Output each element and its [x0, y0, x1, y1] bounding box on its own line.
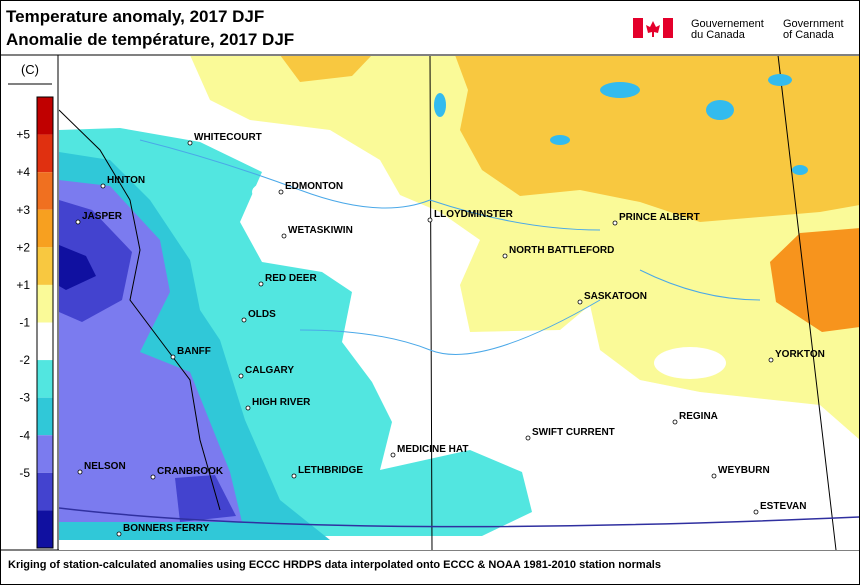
- city-label: WHITECOURT: [194, 132, 262, 143]
- city-dot: [187, 140, 193, 146]
- legend-label: +5: [16, 128, 30, 142]
- city-dot: [150, 474, 156, 480]
- legend-label: +1: [16, 278, 30, 292]
- legend-swatch: [37, 397, 53, 436]
- city-dot: [75, 219, 81, 225]
- gov-fr: Gouvernement: [691, 18, 764, 30]
- province-border: [429, 56, 837, 550]
- legend-swatch: [37, 247, 53, 285]
- city-label: LLOYDMINSTER: [434, 209, 514, 220]
- city-dot: [753, 509, 759, 515]
- city-dot: [612, 220, 618, 226]
- city-dot: [238, 373, 244, 379]
- city-label: PRINCE ALBERT: [619, 212, 700, 223]
- lakes: [434, 74, 808, 175]
- province-border: [59, 109, 221, 511]
- city-label: LETHBRIDGE: [298, 465, 363, 476]
- legend-swatch: [37, 284, 53, 323]
- legend-swatch: [37, 322, 53, 361]
- footer: Kriging of station-calculated anomalies …: [8, 559, 661, 571]
- city-dot: [427, 217, 433, 223]
- city-dot: [116, 531, 122, 537]
- zone-minus5: [59, 245, 96, 290]
- legend: +5 +4 +3 +2 +1 -1 -2 -3 -4 -5: [16, 96, 54, 549]
- legend-swatch: [37, 472, 53, 511]
- legend-swatch: [37, 209, 53, 248]
- city-label: BONNERS FERRY: [123, 523, 210, 534]
- zone-plus3: [770, 228, 859, 332]
- legend-label: +4: [16, 165, 30, 179]
- city-dot: [77, 469, 83, 475]
- city-label: MEDICINE HAT: [397, 444, 468, 455]
- legend-swatch: [37, 97, 53, 135]
- city-label: WEYBURN: [718, 465, 770, 476]
- city-label: HIGH RIVER: [252, 397, 311, 408]
- city-dot: [258, 281, 264, 287]
- gov-en: of Canada: [783, 29, 835, 41]
- city-label: CALGARY: [245, 365, 294, 376]
- legend-label: -4: [19, 428, 30, 442]
- legend-outline: [36, 96, 54, 549]
- city-label: HINTON: [107, 175, 145, 186]
- zone: [654, 347, 726, 379]
- city-label: SWIFT CURRENT: [532, 427, 615, 438]
- legend-label: -5: [19, 466, 30, 480]
- city-label: JASPER: [82, 211, 123, 222]
- zone: [252, 182, 288, 202]
- city-dot: [502, 253, 508, 259]
- canada-flag: [633, 18, 673, 38]
- city-label: NORTH BATTLEFORD: [509, 245, 614, 256]
- zone-plus2: [280, 56, 372, 82]
- city-label: YORKTON: [775, 349, 825, 360]
- city-dot: [525, 435, 531, 441]
- legend-swatch: [37, 360, 53, 398]
- gov-fr: du Canada: [691, 29, 746, 41]
- city-dot: [768, 357, 774, 363]
- city-dot: [100, 183, 106, 189]
- city-label: BANFF: [177, 346, 211, 357]
- city-label: OLDS: [248, 309, 276, 320]
- zone-minus4: [59, 200, 132, 322]
- legend-label: -1: [19, 316, 30, 330]
- legend-label: +2: [16, 240, 30, 254]
- title-fr: Anomalie de température, 2017 DJF: [6, 30, 294, 49]
- city-label: SASKATOON: [584, 291, 647, 302]
- city-label: NELSON: [84, 461, 126, 472]
- city-dot: [672, 419, 678, 425]
- legend-swatch: [37, 134, 53, 173]
- legend-swatch: [37, 172, 53, 210]
- legend-label: +3: [16, 203, 30, 217]
- cities: WHITECOURT HINTON JASPER EDMONTON WETASKIWIN…: [75, 132, 825, 537]
- legend-label: -3: [19, 391, 30, 405]
- gov-en: Government: [783, 18, 844, 30]
- title: Temperature anomaly, 2017 DJF: [6, 7, 264, 26]
- city-dot: [245, 405, 251, 411]
- river: [139, 139, 761, 355]
- legend-label: -2: [19, 353, 30, 367]
- legend-unit: (C): [21, 62, 39, 77]
- city-label: REGINA: [679, 411, 718, 422]
- zone-minus4: [175, 475, 236, 522]
- legend-swatch: [37, 510, 53, 548]
- zone-plus2: [455, 56, 859, 222]
- city-dot: [291, 473, 297, 479]
- city-dot: [577, 299, 583, 305]
- city-dot: [390, 452, 396, 458]
- city-label: RED DEER: [265, 273, 317, 284]
- city-dot: [281, 233, 287, 239]
- city-label: CRANBROOK: [157, 466, 224, 477]
- city-label: EDMONTON: [285, 181, 343, 192]
- map: WHITECOURT HINTON JASPER EDMONTON WETASKIWIN…: [59, 56, 859, 550]
- city-dot: [278, 189, 284, 195]
- city-dot: [241, 317, 247, 323]
- legend-swatch: [37, 435, 53, 473]
- city-dot: [711, 473, 717, 479]
- city-dot: [170, 354, 176, 360]
- city-label: WETASKIWIN: [288, 225, 353, 236]
- us-border: [59, 507, 859, 528]
- city-label: ESTEVAN: [760, 501, 807, 512]
